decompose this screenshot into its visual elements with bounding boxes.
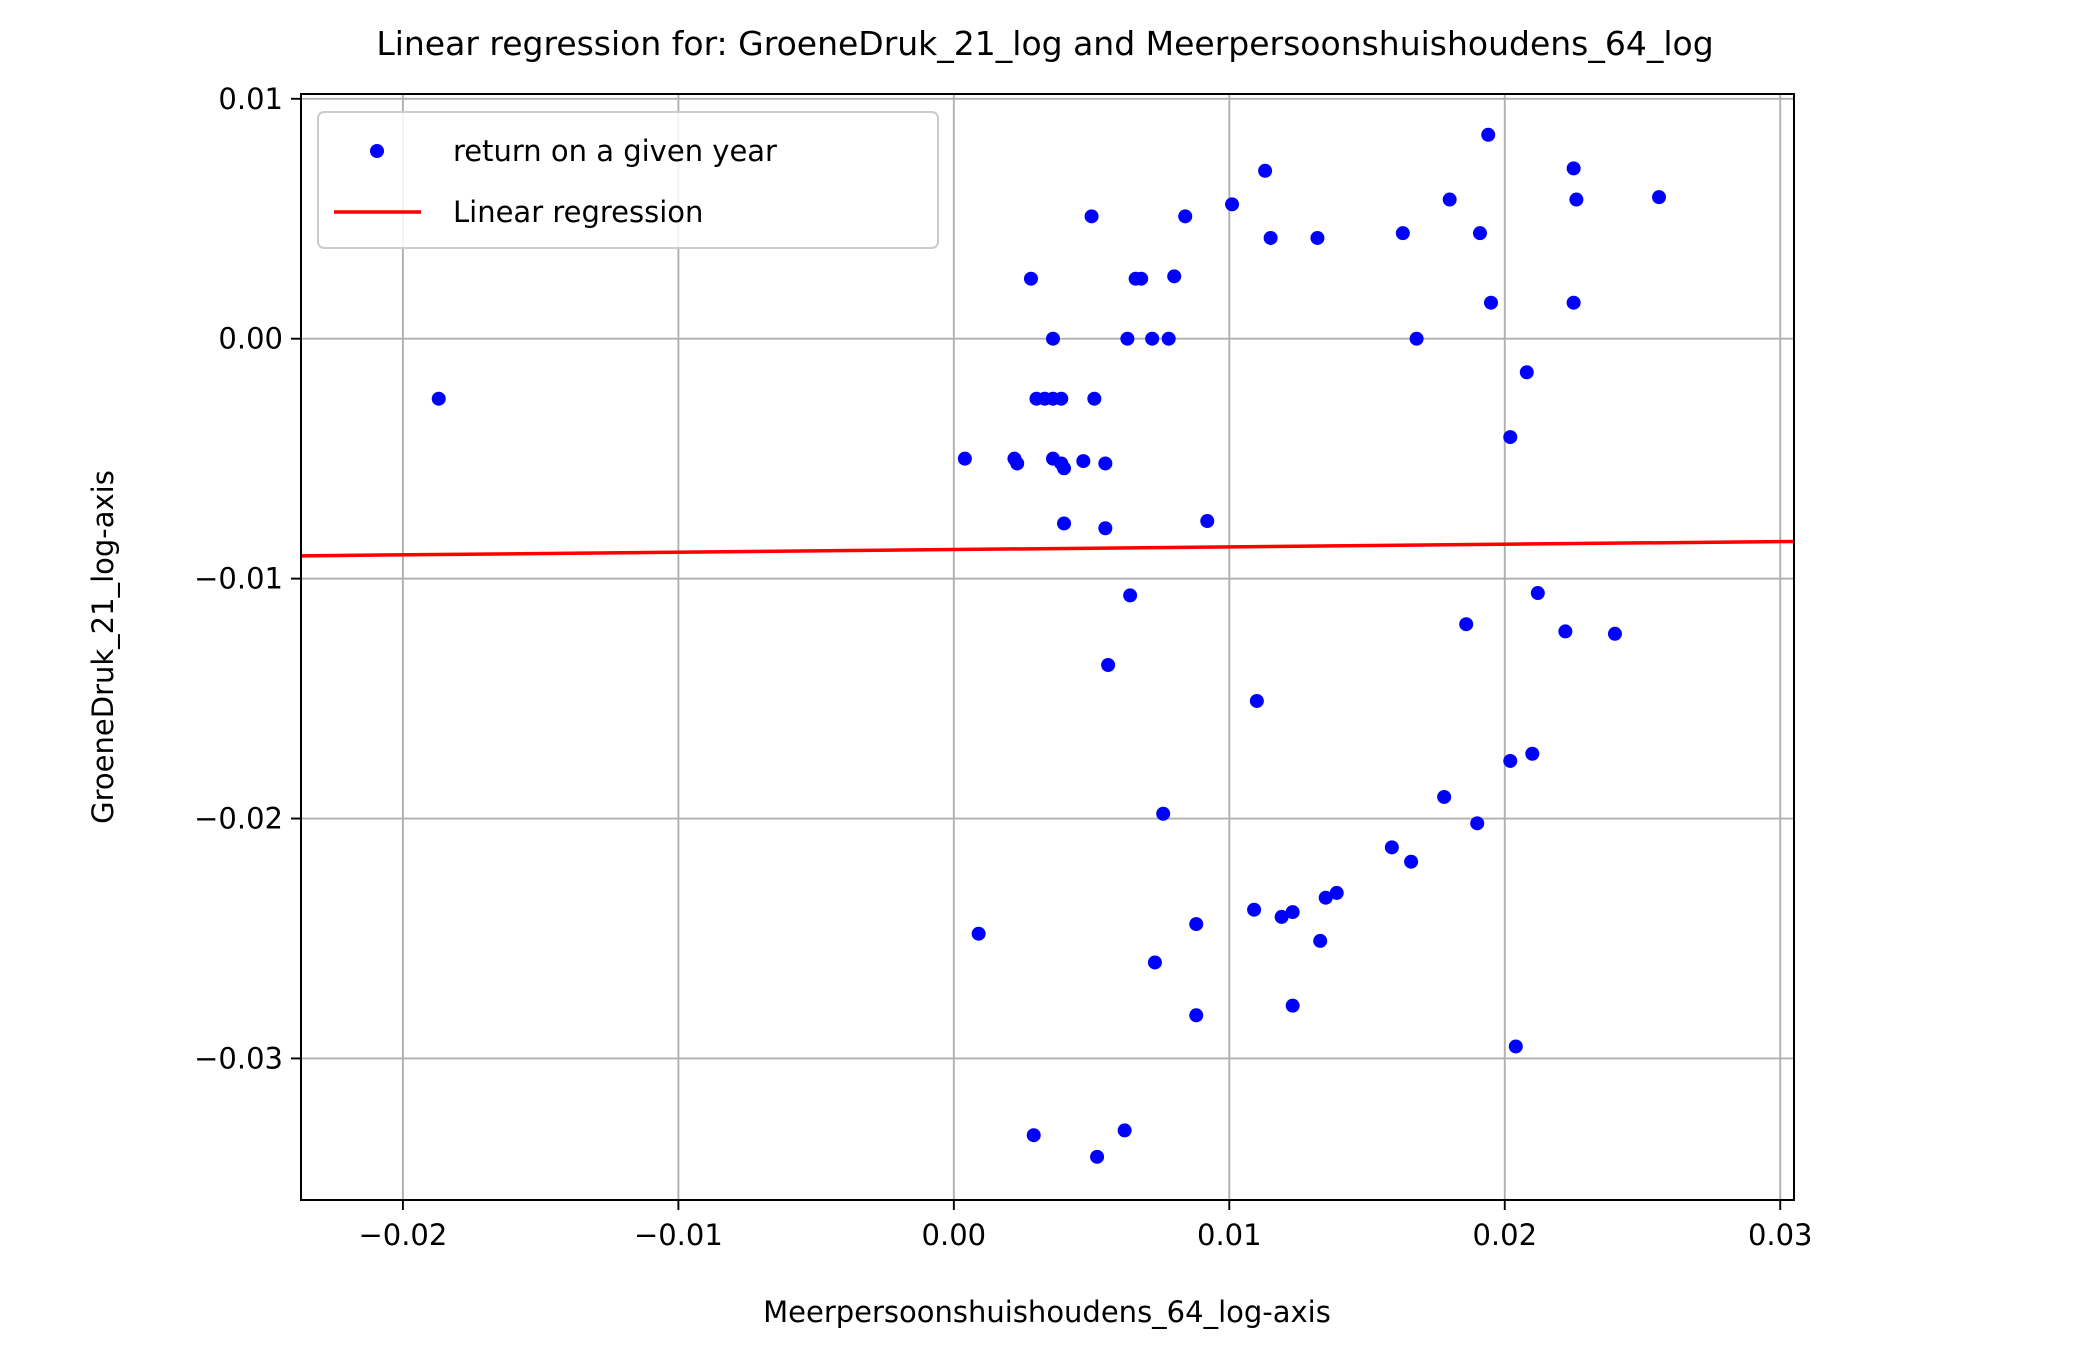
scatter-point <box>1023 271 1038 286</box>
scatter-point <box>1249 693 1264 708</box>
x-tick-label: 0.00 <box>922 1218 987 1252</box>
scatter-point <box>1120 331 1135 346</box>
scatter-point <box>1189 917 1204 932</box>
x-tick-label: 0.03 <box>1748 1218 1813 1252</box>
x-tick-label: 0.01 <box>1197 1218 1262 1252</box>
scatter-point <box>1046 331 1061 346</box>
x-axis-label: Meerpersoonshuishoudens_64_log-axis <box>763 1295 1331 1329</box>
scatter-point <box>1519 365 1534 380</box>
scatter-point <box>1117 1123 1132 1138</box>
scatter-point <box>1054 391 1069 406</box>
scatter-point <box>431 391 446 406</box>
scatter-point <box>1530 586 1545 601</box>
scatter-point <box>1508 1039 1523 1054</box>
x-tick-label: 0.02 <box>1472 1218 1537 1252</box>
scatter-point <box>1101 657 1116 672</box>
scatter-point <box>1503 753 1518 768</box>
scatter-point <box>1313 933 1328 948</box>
scatter-point <box>1395 226 1410 241</box>
chart-title: Linear regression for: GroeneDruk_21_log… <box>376 24 1713 63</box>
scatter-point <box>1285 905 1300 920</box>
legend-scatter-marker <box>370 144 384 158</box>
scatter-point <box>1483 295 1498 310</box>
legend-label-regression: Linear regression <box>453 195 703 229</box>
legend: return on a given year Linear regression <box>317 111 939 249</box>
scatter-point <box>1318 890 1333 905</box>
scatter-point <box>1147 955 1162 970</box>
scatter-point <box>1200 514 1215 529</box>
scatter-point <box>971 926 986 941</box>
scatter-point <box>1384 840 1399 855</box>
legend-box <box>317 111 939 249</box>
scatter-point <box>1057 516 1072 531</box>
gridlines <box>301 94 1794 1200</box>
scatter-point <box>1084 209 1099 224</box>
scatter-point <box>1274 909 1289 924</box>
scatter-point <box>1225 197 1240 212</box>
scatter-point <box>1026 1128 1041 1143</box>
scatter-point <box>1329 885 1344 900</box>
scatter-point <box>1566 295 1581 310</box>
scatter-point <box>1470 816 1485 831</box>
scatter-point <box>1607 626 1622 641</box>
scatter-point <box>1310 230 1325 245</box>
axes-frame <box>300 93 1795 1201</box>
scatter-point <box>1652 190 1667 205</box>
scatter-point <box>1145 331 1160 346</box>
x-tick-label: −0.02 <box>358 1218 447 1252</box>
y-tick-label: −0.01 <box>194 562 283 596</box>
scatter-point <box>957 451 972 466</box>
scatter-point <box>1503 430 1518 445</box>
scatter-point <box>1189 1008 1204 1023</box>
scatter-point <box>1459 617 1474 632</box>
scatter-point <box>1247 902 1262 917</box>
scatter-point <box>1076 454 1091 469</box>
x-tick-label: −0.01 <box>634 1218 723 1252</box>
scatter-point <box>1566 161 1581 176</box>
scatter-point <box>1167 269 1182 284</box>
y-axis-label: GroeneDruk_21_log-axis <box>86 470 120 824</box>
scatter-point <box>1558 624 1573 639</box>
scatter-point <box>1156 806 1171 821</box>
scatter-point <box>1123 588 1138 603</box>
plot-area <box>300 127 1795 1164</box>
axis-ticks: −0.02 −0.01 0.00 0.01 0.02 0.03 0.01 0.00 −0.01 −… <box>194 82 1812 1252</box>
y-tick-label: 0.01 <box>218 82 283 116</box>
scatter-point <box>1442 192 1457 207</box>
y-tick-label: −0.02 <box>194 802 283 836</box>
y-tick-label: 0.00 <box>218 322 283 356</box>
scatter-point <box>1258 163 1273 178</box>
scatter-point <box>1481 127 1496 142</box>
scatter-point <box>1569 192 1584 207</box>
scatter-point <box>1098 456 1113 471</box>
scatter-point <box>1178 209 1193 224</box>
scatter-point <box>1010 456 1025 471</box>
scatter-point <box>1090 1149 1105 1164</box>
scatter-point <box>1404 854 1419 869</box>
scatter-point <box>1134 271 1149 286</box>
scatter-point <box>1161 331 1176 346</box>
scatter-point <box>1057 461 1072 476</box>
y-tick-label: −0.03 <box>194 1041 283 1075</box>
scatter-point <box>1087 391 1102 406</box>
scatter-point <box>1263 230 1278 245</box>
scatter-point <box>1525 746 1540 761</box>
scatter-point <box>1472 226 1487 241</box>
scatter-point <box>1285 998 1300 1013</box>
regression-line <box>300 539 1795 558</box>
scatter-point <box>1437 789 1452 804</box>
scatter-point <box>1409 331 1424 346</box>
legend-label-scatter: return on a given year <box>453 134 777 168</box>
scatter-point <box>1098 521 1113 536</box>
